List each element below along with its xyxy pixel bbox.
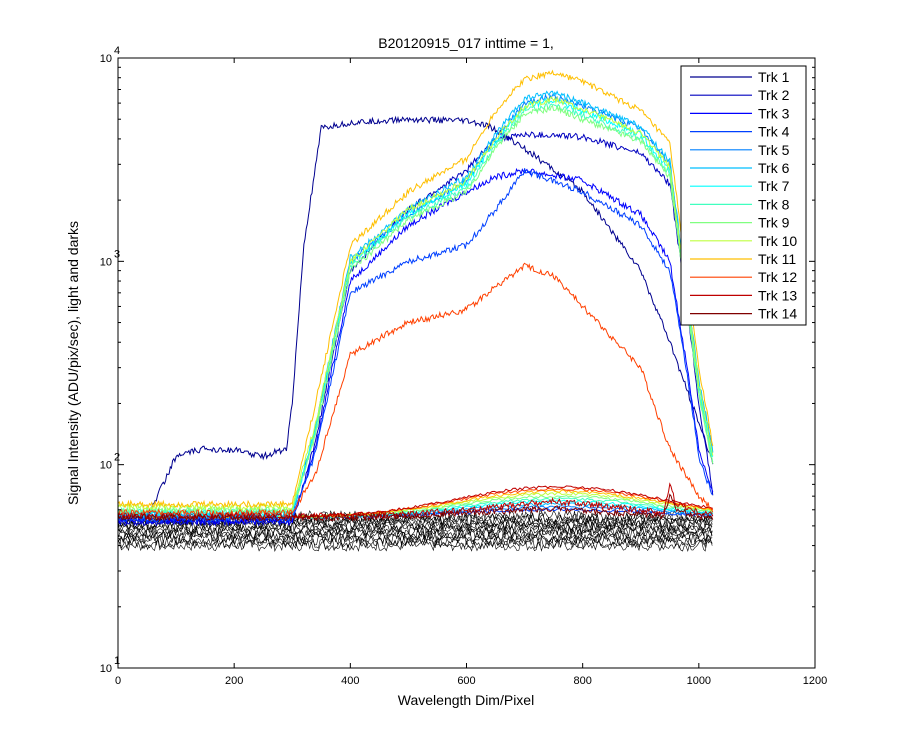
legend-label: Trk 5 bbox=[758, 142, 790, 158]
series-line bbox=[117, 493, 714, 523]
y-tick-label: 10 bbox=[100, 53, 112, 65]
y-tick-exponent: 4 bbox=[114, 45, 120, 57]
y-tick-exponent: 2 bbox=[114, 452, 120, 464]
legend-label: Trk 3 bbox=[758, 105, 790, 121]
x-tick-label: 1200 bbox=[803, 675, 827, 687]
series-line bbox=[117, 262, 714, 518]
legend-label: Trk 1 bbox=[758, 69, 790, 85]
x-tick-label: 600 bbox=[457, 675, 475, 687]
chart-title: B20120915_017 inttime = 1, bbox=[378, 35, 554, 51]
y-tick-label: 10 bbox=[100, 663, 112, 675]
x-tick-label: 0 bbox=[115, 675, 121, 687]
series-line bbox=[117, 95, 714, 512]
series-lines-group bbox=[117, 69, 714, 528]
legend-label: Trk 6 bbox=[758, 160, 790, 176]
legend-box bbox=[680, 65, 807, 326]
series-line bbox=[117, 105, 714, 515]
y-tick-exponent: 3 bbox=[114, 248, 120, 260]
x-axis-ticks: 0 200 400 600 800 1000 1200 bbox=[115, 58, 827, 687]
legend-label: Trk 4 bbox=[758, 124, 790, 140]
legend: Trk 1 Trk 2 Trk 3 Trk 4 Trk 5 Trk 6 Trk 7 Trk 8… bbox=[680, 65, 807, 326]
legend-label: Trk 11 bbox=[758, 251, 796, 267]
y-tick-exponent: 1 bbox=[114, 655, 120, 667]
legend-label: Trk 7 bbox=[758, 178, 790, 194]
dark-trace bbox=[117, 531, 713, 545]
dark-trace bbox=[117, 529, 713, 542]
x-tick-label: 800 bbox=[573, 675, 591, 687]
legend-label: Trk 12 bbox=[758, 269, 797, 285]
legend-label: Trk 10 bbox=[758, 233, 797, 249]
baseline-bump-line bbox=[117, 494, 713, 520]
series-line bbox=[117, 168, 713, 524]
x-tick-label: 200 bbox=[225, 675, 243, 687]
x-tick-label: 400 bbox=[341, 675, 359, 687]
y-tick-label: 10 bbox=[100, 460, 112, 472]
series-line bbox=[117, 69, 714, 509]
y-axis-label: Signal Intensity (ADU/pix/sec), light an… bbox=[65, 221, 81, 505]
x-tick-label: 1000 bbox=[687, 675, 711, 687]
legend-label: Trk 2 bbox=[758, 87, 790, 103]
legend-label: Trk 8 bbox=[758, 196, 790, 212]
series-line bbox=[117, 115, 714, 522]
legend-label: Trk 9 bbox=[758, 215, 790, 231]
dark-trace bbox=[117, 517, 713, 531]
legend-label: Trk 13 bbox=[758, 287, 797, 303]
x-axis-label: Wavelength Dim/Pixel bbox=[398, 692, 534, 708]
legend-label: Trk 14 bbox=[758, 306, 797, 322]
y-tick-label: 10 bbox=[100, 256, 112, 268]
dark-trace bbox=[117, 520, 713, 533]
